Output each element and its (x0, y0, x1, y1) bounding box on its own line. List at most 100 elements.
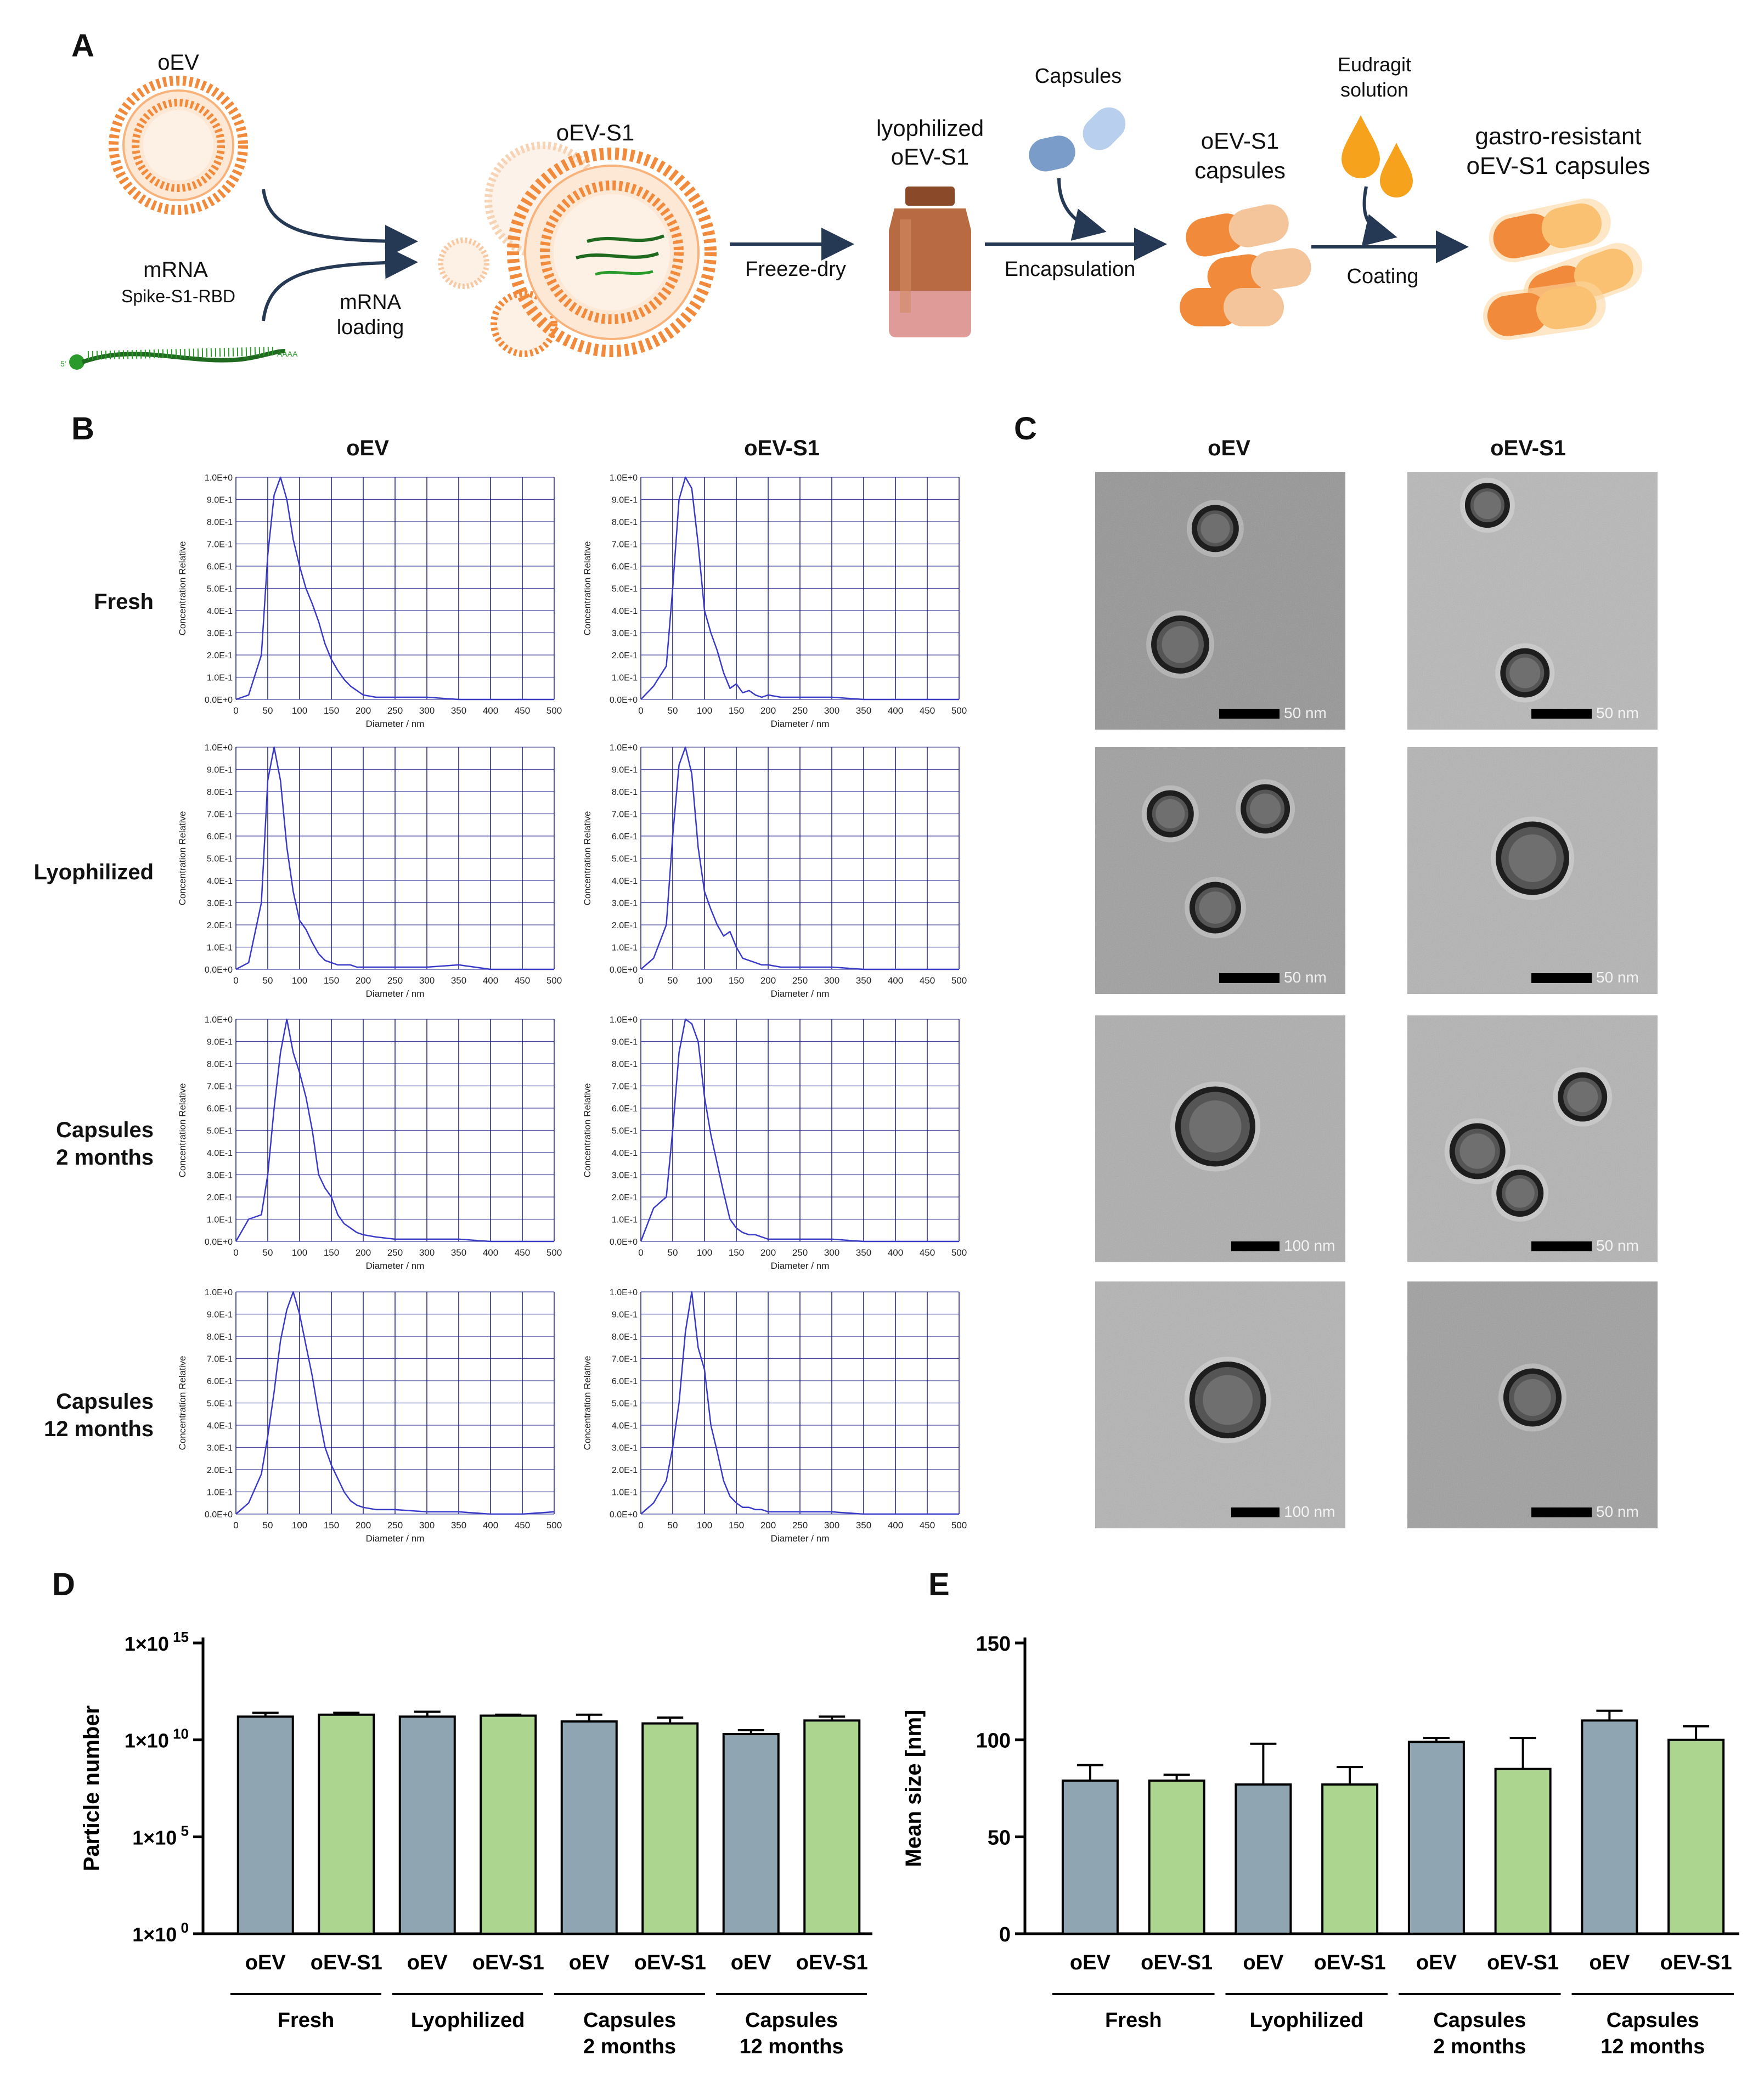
nta-ytick-label: 5.0E-1 (207, 585, 233, 594)
nta-ytick-label: 0.0E+0 (610, 696, 638, 705)
nta-ytick-label: 8.0E-1 (207, 1060, 233, 1069)
tem-vesicle-core (1509, 657, 1541, 688)
nta-ytick-label: 6.0E-1 (612, 832, 638, 842)
group-label: 12 months (739, 2035, 843, 2058)
tem-scale-bar (1219, 709, 1280, 719)
tem-vesicle-core (1250, 793, 1281, 825)
tem-scale-bar (1231, 1507, 1280, 1517)
nta-ytick-label: 1.0E+0 (610, 743, 638, 753)
nta-series-line (235, 1018, 554, 1243)
nta-ytick-label: 3.0E-1 (207, 1171, 233, 1181)
eudragit-line-2: solution (1340, 78, 1409, 101)
tem-scale-label: 50 nm (1596, 969, 1639, 986)
nta-xtick-label: 250 (792, 705, 808, 716)
eudragit-line-1: Eudragit (1337, 53, 1412, 76)
nta-ytick-label: 7.0E-1 (207, 540, 233, 550)
tem-vesicle-core (1459, 1133, 1495, 1169)
nta-ytick-label: 1.0E+0 (610, 473, 638, 483)
mean-size-chart: 0 50 100 150 Mean size [nm] oEV oEV-S1 oEV oEV-S… (901, 1633, 1739, 2058)
tem-image-r1-c2: 50 nm (1407, 472, 1658, 730)
tem-vesicle-core (1201, 513, 1230, 544)
nta-xtick-label: 150 (729, 705, 744, 716)
nta-ytick-label: 1.0E-1 (207, 1488, 233, 1498)
nta-ytick-label: 6.0E-1 (207, 832, 233, 842)
lyophilized-label: lyophilized oEV-S1 (856, 114, 1004, 171)
nta-ytick-label: 1.0E-1 (612, 1488, 638, 1498)
nta-xtick-label: 0 (638, 975, 643, 986)
nta-ytick-label: 1.0E-1 (207, 1216, 233, 1225)
tem-col-title-oev: oEV (1208, 436, 1250, 460)
tem-image-r4-c2: 50 nm (1407, 1281, 1658, 1528)
bar-oev (1061, 1779, 1119, 1935)
nta-ytick-label: 9.0E-1 (612, 1311, 638, 1320)
coating-label: Coating (1346, 265, 1419, 288)
tem-scale-label: 100 nm (1284, 1237, 1335, 1254)
nta-xtick-label: 350 (451, 1520, 466, 1531)
oevs1-capsules-icon (1180, 204, 1311, 326)
nta-plots: 0 50 100 150 200 250 300 350 400 450 5000.0E+01.0E… (177, 473, 967, 1544)
group-label: Lyophilized (411, 2009, 525, 2032)
nta-xtick-label: 250 (387, 975, 403, 986)
nta-ytick-label: 4.0E-1 (207, 1421, 233, 1431)
y-axis-label: Particle number (80, 1706, 104, 1871)
y-axis-label: Mean size [nm] (901, 1710, 926, 1867)
mrna-loading-line-1: mRNA (340, 291, 401, 314)
nta-ytick-label: 2.0E-1 (207, 651, 233, 660)
nta-plot-oev-s1-capsules-12-months: 0 50 100 150 200 250 300 350 400 450 500 0.0E+0 1.0E… (582, 1288, 967, 1544)
tem-scale-label: 50 nm (1284, 969, 1327, 986)
nta-ytick-label: 2.0E-1 (612, 1193, 638, 1202)
freeze-dry-label: Freeze-dry (745, 258, 846, 281)
bar-oev-s1 (1494, 1768, 1552, 1935)
nta-xtick-label: 350 (856, 1247, 871, 1258)
gastro-resistant-label: gastro-resistant oEV-S1 capsules (1449, 122, 1668, 181)
nta-xtick-label: 200 (356, 975, 371, 986)
nta-xtick-label: 400 (483, 975, 498, 986)
group-label: Capsules (745, 2009, 838, 2032)
nta-ytick-label: 8.0E-1 (207, 518, 233, 527)
y-tick-label: 1×10 10 (125, 1726, 189, 1752)
nta-ylabel: Concentration Relative (582, 1356, 593, 1450)
mrna-loading-label: mRNA loading (318, 290, 422, 340)
group-label: Capsules (1433, 2009, 1526, 2032)
tem-scale-label: 50 nm (1596, 704, 1639, 721)
nta-plot-oev-capsules-2-months: 0 50 100 150 200 250 300 350 400 450 500 0.0E+0 1.0E… (177, 1015, 562, 1271)
arrow-mrna-to-oevs1 (262, 246, 418, 321)
bar-oev-s1 (480, 1714, 537, 1935)
nta-ytick-label: 2.0E-1 (207, 1193, 233, 1202)
nta-xtick-label: 150 (729, 1247, 744, 1258)
nta-plot-oev-s1-lyophilized: 0 50 100 150 200 250 300 350 400 450 500 0.0E+0 1.0E… (582, 743, 967, 999)
tem-vesicle-core (1508, 834, 1557, 882)
nta-ytick-label: 0.0E+0 (610, 965, 638, 975)
oevs1-capsules-line-1: oEV-S1 (1201, 128, 1280, 154)
nta-row-12m-line-2: 12 months (43, 1417, 154, 1441)
bar-oev (1235, 1783, 1292, 1935)
bar-oev-s1 (803, 1719, 861, 1935)
nta-row-2m-line-2: 2 months (56, 1145, 154, 1170)
nta-xtick-label: 400 (483, 1247, 498, 1258)
x-tick-label: oEV (569, 1951, 610, 1974)
tem-scale-label: 50 nm (1284, 704, 1327, 721)
nta-plot-oev-s1-fresh: 0 50 100 150 200 250 300 350 400 450 500 0.0E+0 1.0E… (582, 473, 967, 729)
x-tick-label: oEV (407, 1951, 448, 1974)
nta-xtick-label: 50 (668, 1520, 678, 1531)
tem-scale-bar (1231, 1241, 1280, 1251)
nta-xtick-label: 200 (760, 705, 776, 716)
nta-ytick-label: 4.0E-1 (207, 877, 233, 886)
nta-xlabel: Diameter / nm (771, 1261, 830, 1271)
tem-vesicle-core (1199, 891, 1232, 924)
nta-ytick-label: 6.0E-1 (612, 1377, 638, 1386)
nta-xtick-label: 50 (263, 1520, 273, 1531)
x-tick-label: oEV-S1 (1314, 1951, 1386, 1974)
tem-vesicle-core (1203, 1375, 1253, 1425)
nta-series-line (640, 476, 959, 701)
nta-ytick-label: 7.0E-1 (612, 540, 638, 550)
x-tick-label: oEV-S1 (311, 1951, 382, 1974)
nta-ylabel: Concentration Relative (582, 541, 593, 636)
nta-xtick-label: 0 (638, 705, 643, 716)
nta-xtick-label: 450 (515, 705, 530, 716)
nta-ylabel: Concentration Relative (177, 1083, 188, 1178)
nta-ytick-label: 1.0E+0 (610, 1015, 638, 1025)
mrna-label: mRNA (143, 258, 208, 282)
bar-oev-s1 (641, 1722, 699, 1935)
